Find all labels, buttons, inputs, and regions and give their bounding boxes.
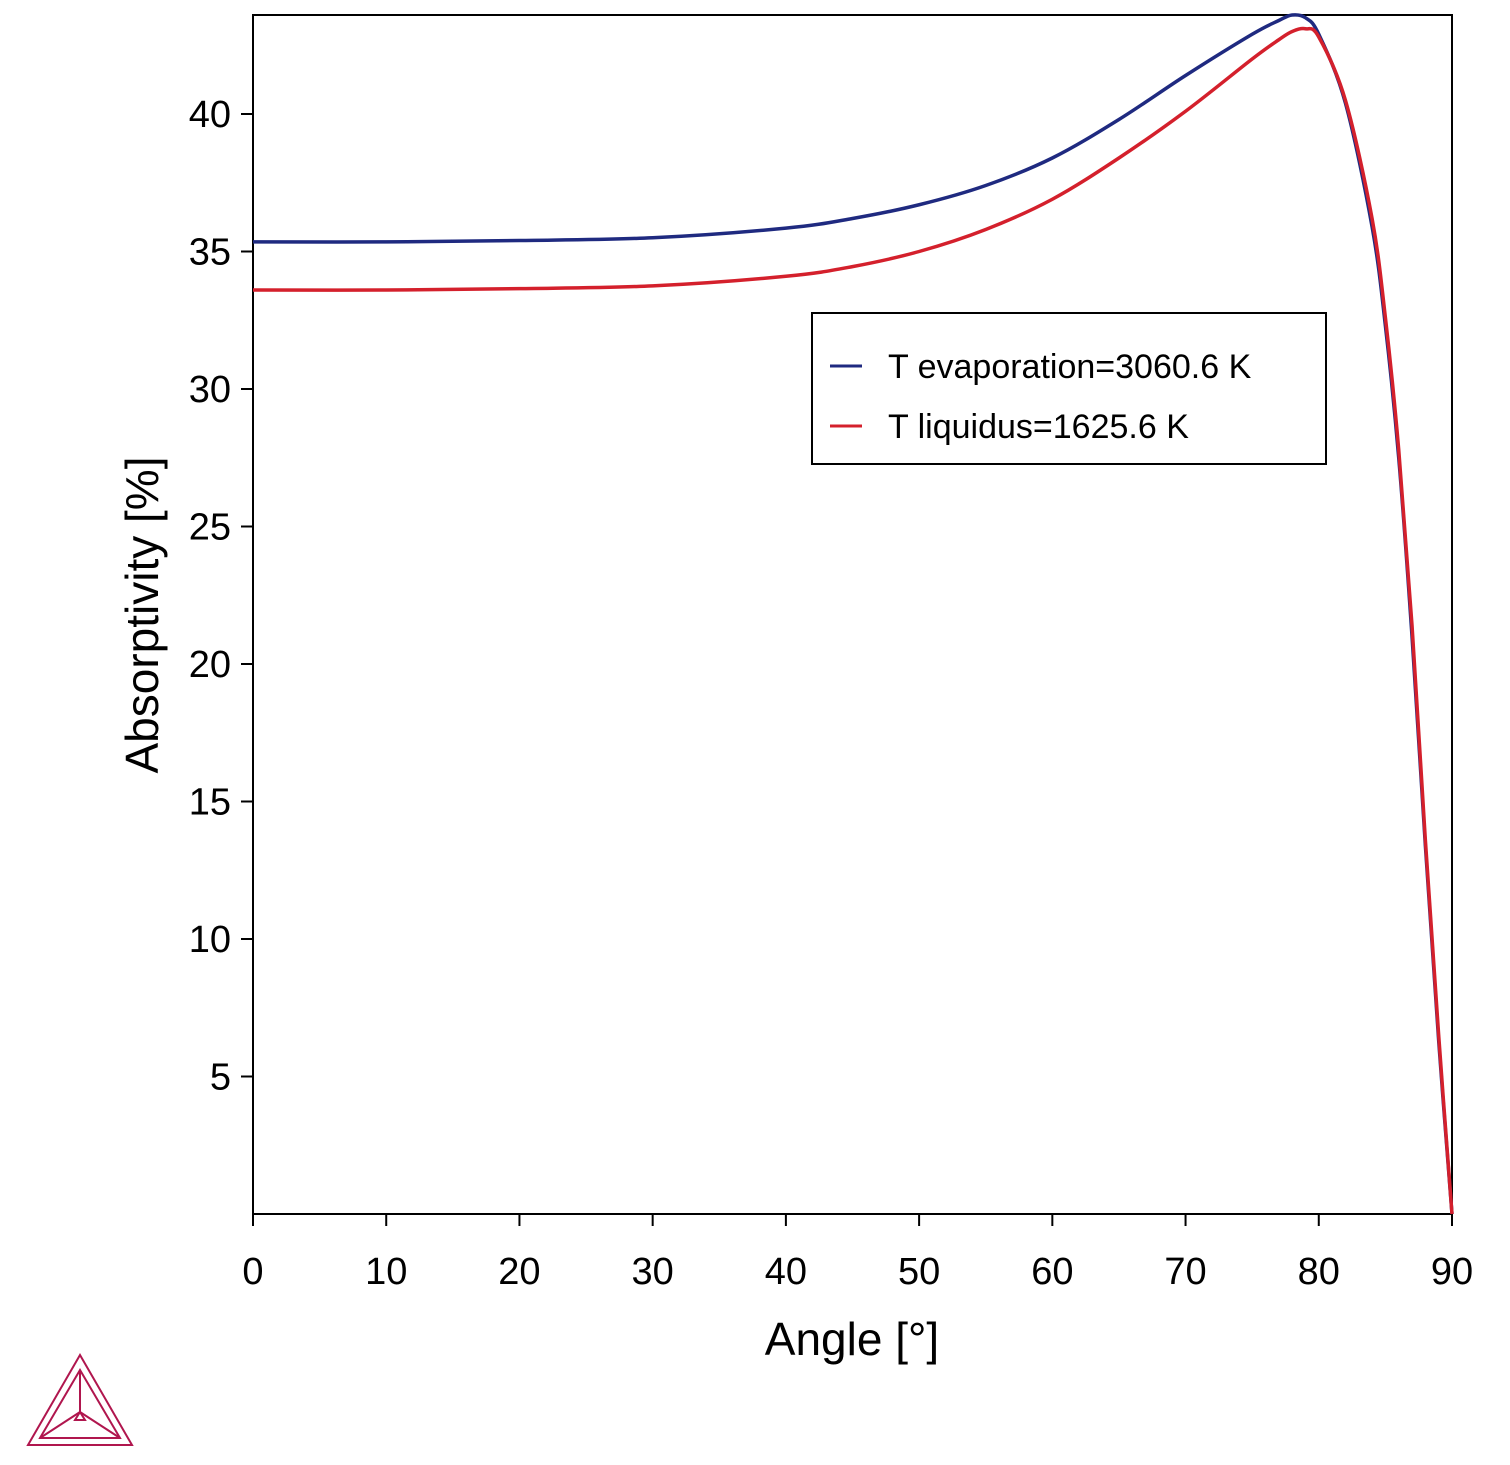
y-tick-label: 20 bbox=[189, 644, 231, 686]
x-tick-label: 90 bbox=[1431, 1251, 1473, 1293]
x-tick-label: 70 bbox=[1164, 1251, 1206, 1293]
series-line-liquidus bbox=[252, 26, 1454, 1215]
y-tick-label: 15 bbox=[189, 782, 231, 824]
y-tick-label: 40 bbox=[189, 94, 231, 136]
y-tick-label: 10 bbox=[189, 919, 231, 961]
y-tick-label: 35 bbox=[189, 232, 231, 274]
plot-frame bbox=[252, 14, 1453, 1215]
x-tick-label: 0 bbox=[242, 1251, 263, 1293]
legend-label-evaporation: T evaporation=3060.6 K bbox=[888, 348, 1252, 386]
triangle-logo-icon bbox=[26, 1353, 134, 1446]
x-tick-label: 50 bbox=[898, 1251, 940, 1293]
legend-box bbox=[811, 312, 1327, 465]
y-axis-ticks: 5 10 15 20 25 30 35 40 bbox=[189, 94, 253, 1099]
y-tick-label: 30 bbox=[189, 369, 231, 411]
x-axis-title: Angle [°] bbox=[765, 1313, 939, 1365]
x-tick-label: 80 bbox=[1298, 1251, 1340, 1293]
legend-label-liquidus: T liquidus=1625.6 K bbox=[888, 408, 1189, 446]
y-axis-title: Absorptivity [%] bbox=[116, 457, 168, 774]
y-tick-label: 25 bbox=[189, 507, 231, 549]
x-tick-label: 30 bbox=[632, 1251, 674, 1293]
x-tick-label: 40 bbox=[765, 1251, 807, 1293]
y-tick-label: 5 bbox=[210, 1057, 231, 1099]
x-tick-label: 60 bbox=[1031, 1251, 1073, 1293]
legend: T evaporation=3060.6 K T liquidus=1625.6… bbox=[811, 312, 1327, 465]
series-line-evaporation bbox=[252, 13, 1454, 1215]
series-layer bbox=[252, 13, 1454, 1215]
x-tick-label: 20 bbox=[498, 1251, 540, 1293]
x-tick-label: 10 bbox=[365, 1251, 407, 1293]
x-axis-ticks: 0 10 20 30 40 50 60 70 80 90 bbox=[242, 1214, 1473, 1293]
